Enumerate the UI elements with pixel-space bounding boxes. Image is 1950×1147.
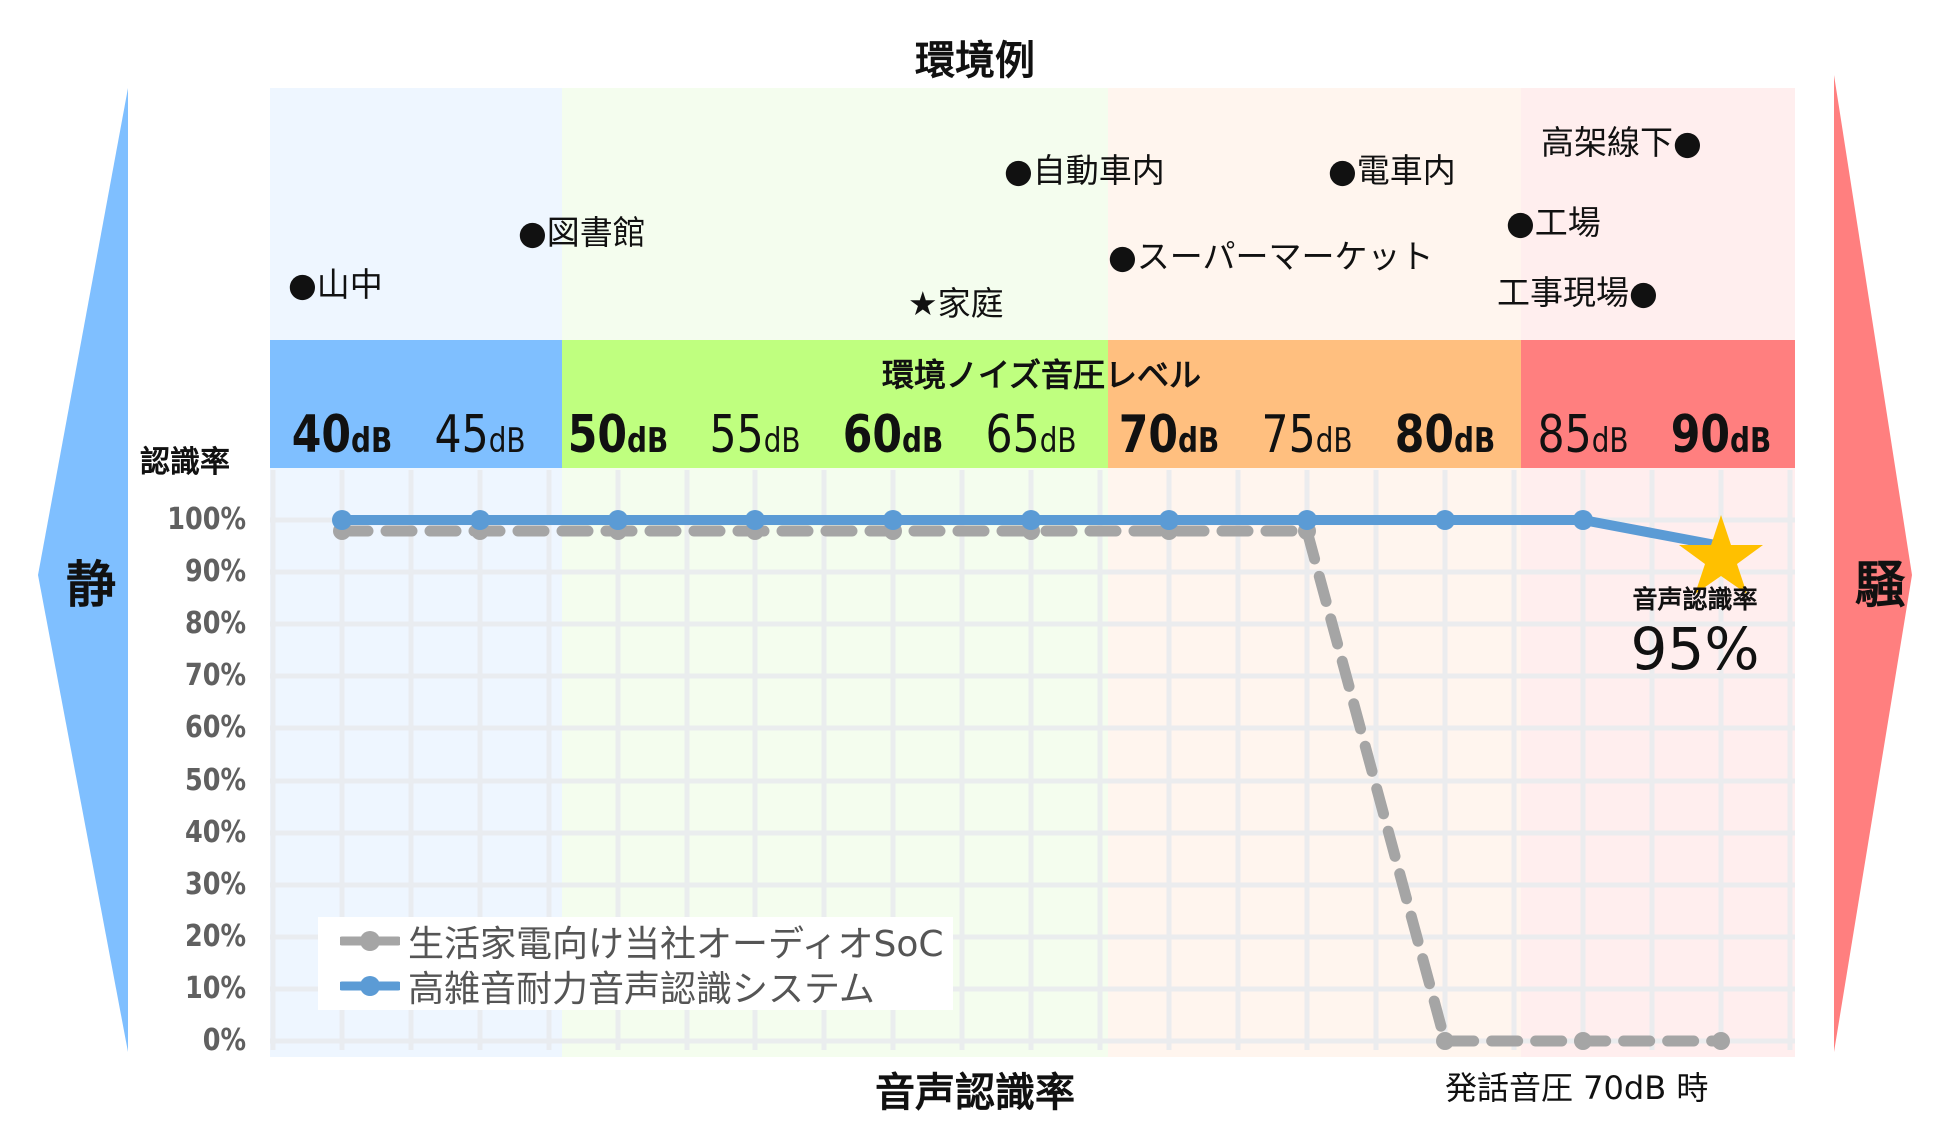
loud-arrow [1834,75,1912,1052]
db-label-60: 60dB [842,405,944,465]
chart-title: 音声認識率 [875,1070,1075,1116]
db-label-55: 55dB [709,405,801,465]
star-icon [1679,515,1763,594]
noise-level-title: 環境ノイズ音圧レベル [881,356,1202,394]
env-library: ●図書館 [518,213,646,252]
env-mountain: ●山中 [288,265,383,304]
y-tick-50: 50% [184,763,246,798]
db-label-40: 40dB [291,405,393,465]
y-tick-60: 60% [184,710,246,745]
env-factory: ●工場 [1506,203,1601,242]
y-tick-10: 10% [184,971,246,1006]
band-very-loud [1521,340,1795,468]
db-label-70: 70dB [1118,405,1220,465]
chart-legend: 生活家電向け当社オーディオSoC 高雑音耐力音声認識システム [318,917,953,1010]
recognition-rate-annotation-label: 音声認識率 [1632,585,1758,614]
legend-soc-swatch-icon [340,931,400,951]
legend-system-swatch-icon [340,976,400,996]
db-label-80: 80dB [1394,405,1496,465]
db-label-65: 65dB [985,405,1077,465]
band-moderate [562,340,1108,468]
y-tick-70: 70% [184,658,246,693]
quiet-label: 静 [66,556,116,614]
y-tick-40: 40% [184,815,246,850]
environment-examples-title: 環境例 [915,38,1035,84]
recognition-rate-annotation-value: 95% [1630,615,1760,683]
env-supermarket: ●スーパーマーケット [1108,237,1434,276]
y-axis-label: 認識率 [140,445,230,480]
y-tick-100: 100% [167,502,246,537]
env-train: ●電車内 [1328,151,1456,190]
band-loud [1108,340,1521,468]
db-label-50: 50dB [567,405,669,465]
env-car: ●自動車内 [1004,151,1165,190]
legend-item-soc: 生活家電向け当社オーディオSoC [340,919,944,965]
y-tick-20: 20% [184,919,246,954]
loud-label: 騒 [1855,556,1905,614]
db-label-45: 45dB [434,405,526,465]
y-tick-30: 30% [184,867,246,902]
legend-item-system: 高雑音耐力音声認識システム [340,964,875,1010]
db-label-90: 90dB [1670,405,1772,465]
db-label-75: 75dB [1261,405,1353,465]
env-elevated-track: 高架線下● [1541,123,1702,162]
env-construction: 工事現場● [1497,273,1658,312]
y-tick-90: 90% [184,554,246,589]
db-label-85: 85dB [1537,405,1629,465]
speech-pressure-note: 発話音圧 70dB 時 [1445,1069,1709,1107]
y-tick-80: 80% [184,606,246,641]
quiet-arrow [38,88,128,1052]
band-quiet [270,340,562,468]
series-system [332,510,1722,551]
env-home: ★家庭 [908,284,1004,323]
y-tick-0: 0% [202,1023,246,1058]
